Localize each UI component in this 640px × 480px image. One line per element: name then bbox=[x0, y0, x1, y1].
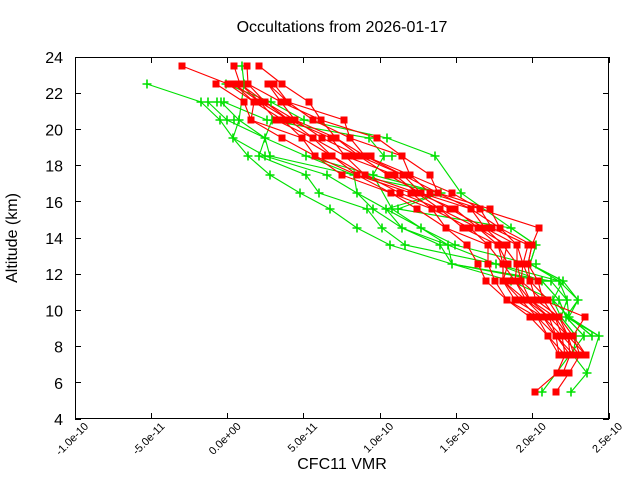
svg-text:24: 24 bbox=[45, 50, 63, 67]
svg-text:6: 6 bbox=[54, 376, 63, 393]
svg-text:Occultations from 2026-01-17: Occultations from 2026-01-17 bbox=[237, 19, 448, 36]
svg-text:10: 10 bbox=[45, 303, 63, 320]
svg-text:18: 18 bbox=[45, 159, 63, 176]
svg-text:14: 14 bbox=[45, 231, 63, 248]
svg-text:16: 16 bbox=[45, 195, 63, 212]
svg-text:CFC11 VMR: CFC11 VMR bbox=[297, 456, 387, 473]
svg-text:20: 20 bbox=[45, 122, 63, 139]
svg-text:12: 12 bbox=[45, 267, 63, 284]
svg-text:22: 22 bbox=[45, 86, 63, 103]
svg-text:8: 8 bbox=[54, 340, 63, 357]
svg-text:Altitude (km): Altitude (km) bbox=[4, 193, 21, 283]
svg-text:4: 4 bbox=[54, 412, 63, 429]
